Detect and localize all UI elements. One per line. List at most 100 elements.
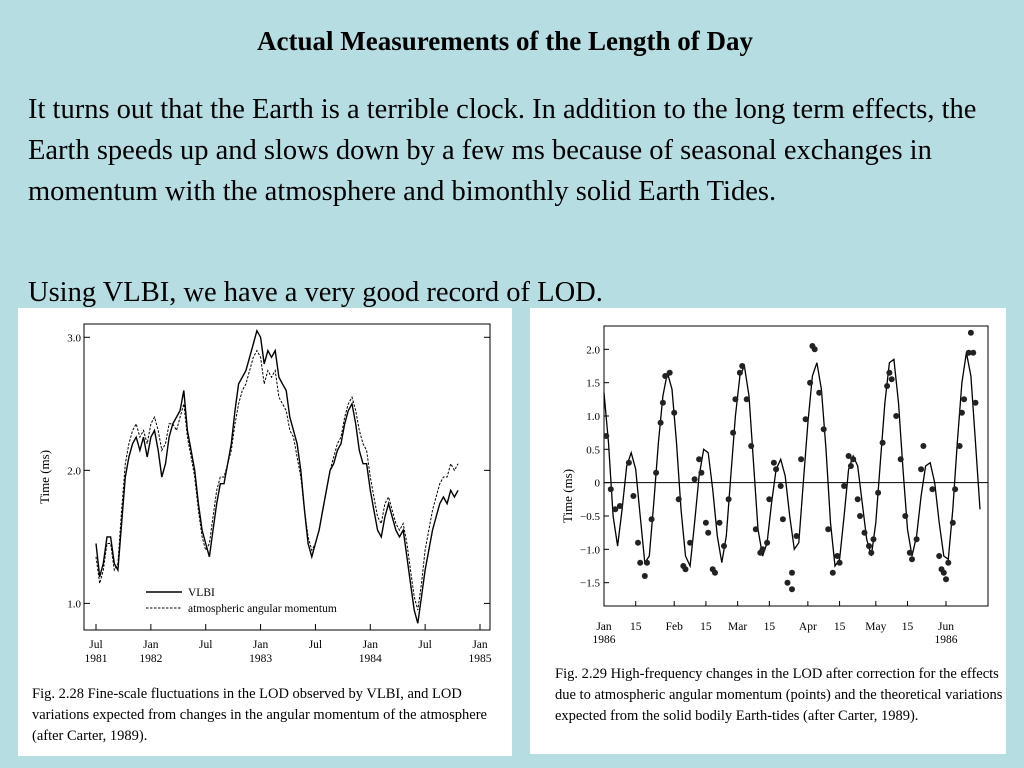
observation-point [888, 376, 895, 383]
y-tick-label: 1.0 [67, 598, 81, 610]
observation-point [868, 549, 875, 556]
observation-point [612, 506, 619, 513]
observation-point [961, 396, 968, 403]
x-tick-label: 15 [902, 621, 914, 633]
observation-point [759, 546, 766, 553]
observation-point [635, 539, 641, 546]
figure-2-29-panel: 2.0 1.5 1.0 0.5 0 −0.5 −1.0 −1.5 Time (ms) Jan 198… [530, 308, 1006, 754]
observation-point [909, 556, 915, 563]
observation-point [902, 513, 909, 519]
y-tick-label: 3.0 [67, 332, 81, 344]
y-tick-label: 2.0 [586, 344, 600, 356]
x-tick-label: 15 [764, 621, 776, 633]
observation-point [766, 496, 773, 503]
y-axis-label: Time (ms) [560, 469, 575, 523]
x-tick-label: Jan [143, 639, 159, 651]
observation-point [616, 503, 623, 509]
observation-point [811, 346, 818, 353]
observation-point [721, 543, 727, 549]
figure-2-29-caption-label: Fig. 2.29 [555, 666, 607, 682]
observation-point [841, 483, 848, 489]
observation-point [820, 426, 827, 433]
observation-point [671, 409, 678, 416]
observation-point [943, 576, 949, 583]
x-tick-label: Feb [666, 621, 684, 633]
observation-point [743, 396, 750, 403]
observation-point [825, 526, 832, 533]
x-tick-label: Mar [728, 621, 747, 633]
y-tick-label: 2.0 [67, 465, 81, 477]
figure-2-28-caption: Fig. 2.28 Fine-scale fluctuations in the… [32, 684, 502, 747]
observation-point [644, 559, 650, 566]
observation-point [653, 469, 660, 476]
observation-point [847, 463, 854, 469]
observation-point [929, 486, 936, 493]
x-tick-label: Apr [799, 621, 817, 633]
observation-point [725, 496, 732, 503]
observation-point [918, 466, 925, 473]
observation-point [836, 559, 843, 566]
observation-point [779, 516, 786, 523]
x-tick-year-label: 1983 [249, 653, 272, 665]
legend-label: atmospheric angular momentum [188, 603, 337, 615]
observation-point [940, 569, 947, 576]
observation-point [802, 416, 809, 423]
x-tick-label: Jul [418, 639, 431, 651]
observation-point [906, 549, 913, 556]
observation-point [884, 383, 891, 389]
x-tick-label: Jan [596, 621, 612, 633]
observation-point [845, 453, 852, 459]
figure-2-29-caption-text: High-frequency changes in the LOD after … [555, 666, 1003, 724]
y-tick-label: 0 [595, 478, 601, 490]
observation-point [829, 569, 836, 576]
observation-point [965, 349, 972, 356]
series-line-vlbi [95, 328, 459, 624]
observation-point [893, 413, 900, 419]
observation-point [698, 469, 705, 476]
lod-vlbi-chart: 1.0 2.0 3.0 Time (ms) Jul 1981 Jan 1982 Jul Jan 19… [37, 323, 492, 665]
series-line-atmospheric [95, 349, 459, 611]
observation-point [920, 443, 927, 449]
x-tick-label: Jul [89, 639, 102, 651]
x-tick-year-label: 1986 [593, 634, 616, 646]
figure-2-29-caption: Fig. 2.29 High-frequency changes in the … [555, 664, 1005, 727]
observation-point [607, 486, 614, 493]
observation-point [952, 486, 959, 493]
observation-point [913, 536, 920, 543]
x-tick-label: 15 [630, 621, 642, 633]
x-tick-label: Jan [363, 639, 379, 651]
y-tick-label: 1.5 [586, 378, 600, 390]
observation-point [886, 369, 893, 376]
observation-point [662, 373, 669, 379]
observation-point [648, 516, 655, 523]
x-tick-year-label: 1986 [935, 634, 958, 646]
y-tick-label: 0.5 [586, 444, 600, 456]
observation-point [870, 536, 877, 543]
observation-point [807, 379, 814, 386]
observation-point [866, 543, 872, 549]
x-tick-year-label: 1984 [359, 653, 382, 665]
y-tick-label: −1.5 [580, 578, 600, 590]
observation-point [752, 526, 759, 533]
observation-point [739, 363, 746, 369]
y-tick-label: −0.5 [580, 511, 600, 523]
observation-point [675, 496, 682, 503]
observation-point [897, 456, 904, 463]
observation-point [691, 476, 698, 483]
observation-point [773, 466, 780, 473]
figure-2-28-panel: 1.0 2.0 3.0 Time (ms) Jul 1981 Jan 1982 Jul Jan 19… [18, 308, 512, 756]
observation-point [850, 456, 857, 463]
observation-point [861, 529, 868, 536]
plot-frame [83, 323, 491, 631]
x-tick-year-label: 1985 [469, 653, 492, 665]
observation-point [958, 409, 965, 416]
x-tick-label: Jun [938, 621, 954, 633]
observation-point [789, 586, 795, 593]
observation-point [784, 579, 791, 586]
observation-point [777, 483, 784, 489]
x-tick-label: 15 [700, 621, 712, 633]
figure-2-28-caption-text: Fine-scale fluctuations in the LOD obser… [32, 686, 487, 744]
observation-point [854, 496, 861, 503]
x-tick-year-label: 1982 [139, 653, 162, 665]
slide-title: Actual Measurements of the Length of Day [257, 26, 753, 56]
